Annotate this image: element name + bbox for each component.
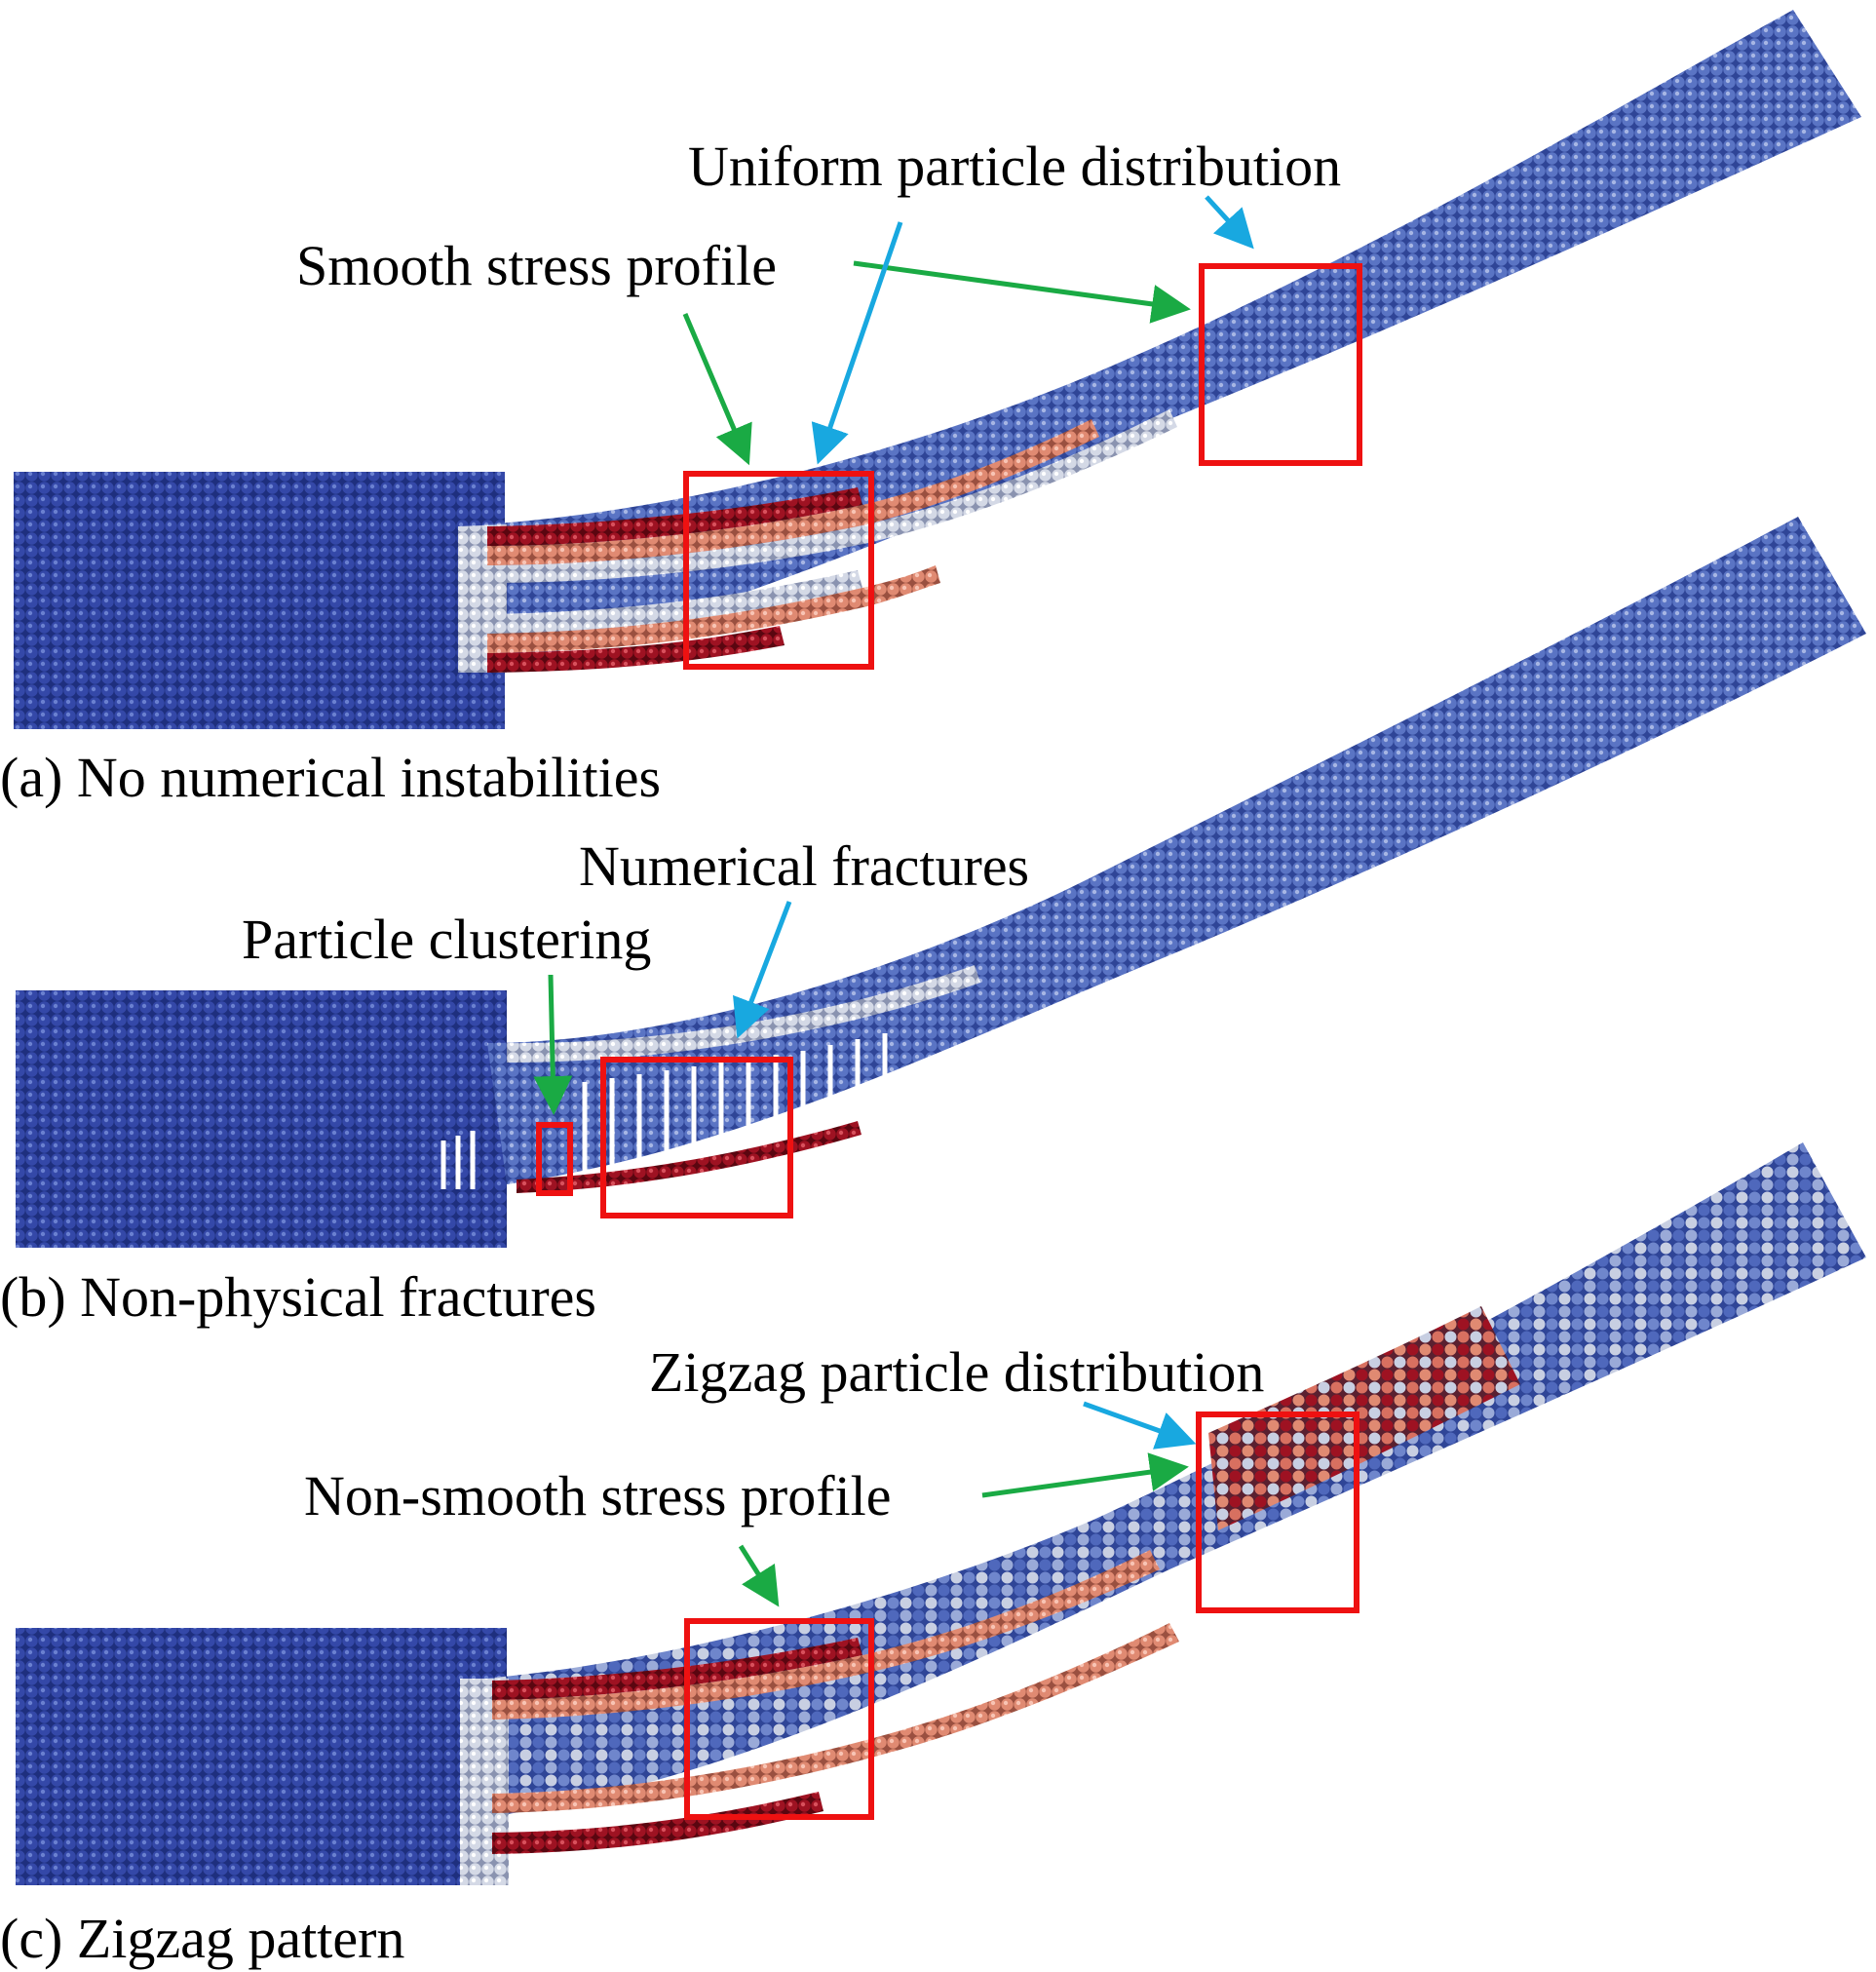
panel-c-label-zigzag: Zigzag particle distribution xyxy=(649,1340,1264,1404)
panel-a-arrow-smooth-to-mid xyxy=(854,263,1181,308)
panel-a-arrow-uniform-to-root xyxy=(821,222,900,455)
panel-b-arrow-clustering xyxy=(551,975,554,1105)
panel-a-arrow-smooth-to-root xyxy=(685,314,746,456)
panel-c-caption: (c) Zigzag pattern xyxy=(0,1907,404,1970)
panel-b-caption: (b) Non-physical fractures xyxy=(0,1265,596,1329)
panel-a-label-uniform: Uniform particle distribution xyxy=(688,135,1341,198)
panel-a-caption: (a) No numerical instabilities xyxy=(0,746,661,809)
panel-a-arrow-uniform-to-mid xyxy=(1206,197,1247,242)
panel-a-label-smooth: Smooth stress profile xyxy=(296,234,777,297)
panel-c-arrow-zigzag xyxy=(1084,1404,1187,1441)
panel-b-label-clustering: Particle clustering xyxy=(242,908,651,971)
panel-a-fixed-block xyxy=(14,472,505,729)
panel-c-arrow-nonsmooth-to-zigzag xyxy=(982,1468,1179,1495)
panel-c-fixed-block xyxy=(16,1628,507,1885)
panel-c-arrow-nonsmooth-to-root xyxy=(741,1546,774,1599)
panel-b-label-fractures: Numerical fractures xyxy=(579,834,1029,898)
panel-a-beam xyxy=(482,10,1861,671)
panel-c-label-nonsmooth: Non-smooth stress profile xyxy=(304,1464,892,1527)
panel-b-fixed-block xyxy=(16,990,507,1248)
